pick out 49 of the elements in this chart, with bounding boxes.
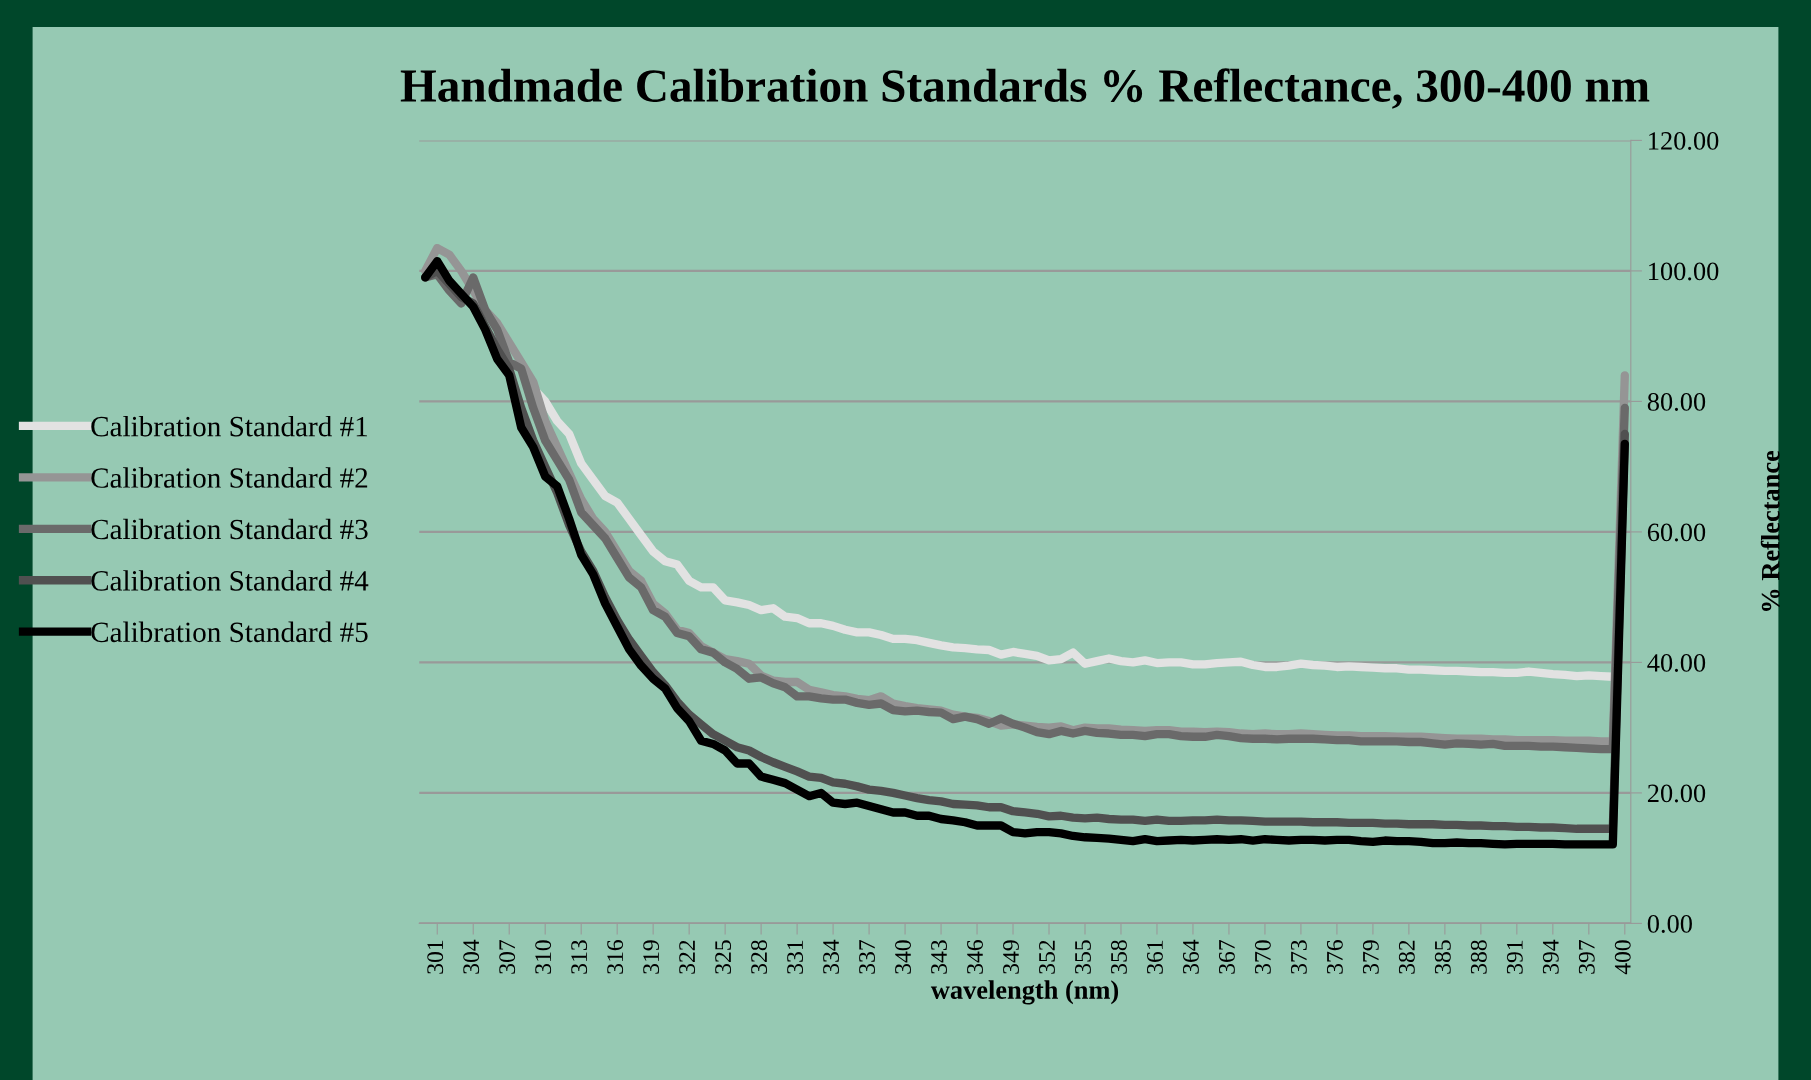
legend-label: Calibration Standard #1	[91, 415, 368, 437]
x-tick-label: 352	[1039, 940, 1055, 974]
y-tick-label: 120.00	[1649, 132, 1719, 150]
y-axis-title: % Reflectance	[1760, 450, 1780, 611]
x-tick-label: 346	[967, 940, 983, 974]
x-tick-label: 400	[1614, 940, 1631, 975]
x-tick-label: 343	[931, 940, 947, 974]
x-tick-label: 376	[1326, 940, 1343, 974]
chart-title: Handmade Calibration Standards % Reflectance, 300-400 nm	[400, 68, 1650, 109]
x-tick-label: 304	[463, 939, 480, 974]
x-tick-label: 349	[1003, 940, 1019, 974]
x-tick-label: 385	[1434, 940, 1451, 974]
x-axis-title: wavelength (nm)	[930, 980, 1119, 1005]
legend-label: Calibration Standard #5	[91, 621, 368, 643]
x-tick-label: 364	[1183, 939, 1199, 974]
legend-label: Calibration Standard #3	[91, 518, 368, 540]
x-tick-label: 382	[1398, 940, 1415, 974]
x-tick-label: 340	[895, 940, 911, 974]
y-tick-label: 80.00	[1647, 393, 1706, 411]
x-tick-label: 337	[859, 940, 875, 974]
y-tick-label: 0.00	[1647, 915, 1692, 933]
x-tick-label: 355	[1075, 940, 1091, 974]
x-tick-label: 358	[1110, 940, 1127, 974]
y-tick-label: 100.00	[1649, 262, 1719, 281]
x-tick-label: 379	[1362, 940, 1379, 974]
x-tick-label: 373	[1290, 940, 1307, 974]
y-tick-label: 60.00	[1647, 523, 1706, 542]
legend-label: Calibration Standard #2	[91, 467, 368, 488]
legend-label: Calibration Standard #4	[91, 570, 369, 591]
x-tick-label: 313	[571, 940, 588, 974]
x-tick-label: 388	[1470, 940, 1487, 974]
x-tick-label: 361	[1147, 940, 1163, 974]
x-tick-label: 319	[643, 940, 660, 974]
x-tick-label: 397	[1578, 940, 1595, 974]
x-tick-label: 331	[787, 940, 804, 974]
y-tick-label: 20.00	[1647, 784, 1706, 803]
x-tick-label: 325	[715, 940, 732, 974]
x-tick-label: 394	[1542, 939, 1559, 974]
y-tick-label: 40.00	[1647, 654, 1706, 672]
x-tick-label: 367	[1218, 940, 1235, 974]
x-tick-label: 334	[823, 939, 840, 974]
x-tick-label: 370	[1254, 940, 1271, 974]
x-tick-label: 328	[751, 940, 768, 974]
x-tick-label: 310	[535, 940, 552, 974]
x-tick-label: 301	[427, 940, 444, 974]
x-tick-label: 322	[679, 940, 696, 974]
x-tick-label: 391	[1506, 940, 1523, 974]
x-tick-label: 307	[499, 940, 516, 974]
x-tick-label: 316	[607, 940, 624, 974]
